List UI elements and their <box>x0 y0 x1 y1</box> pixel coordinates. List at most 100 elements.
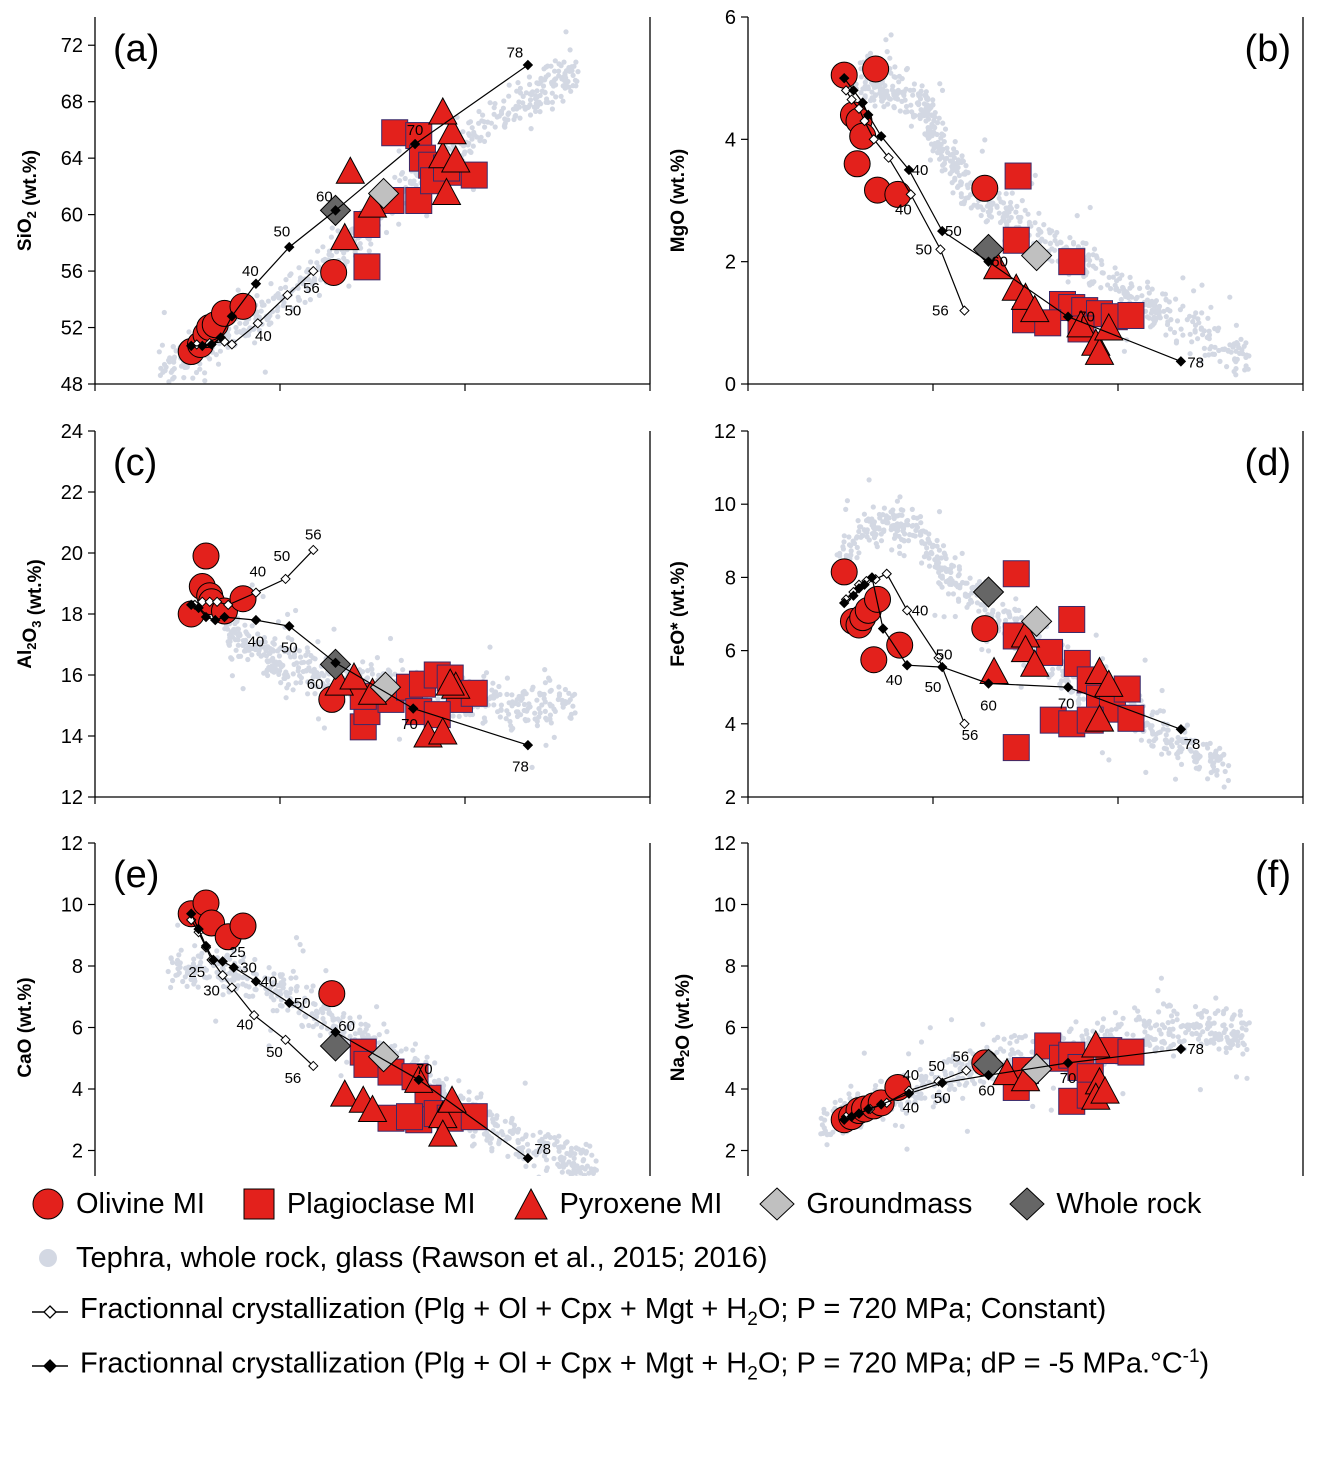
fc-step-label: 50 <box>928 1058 945 1075</box>
fc-dp-point <box>330 657 341 669</box>
tephra-point <box>235 983 241 989</box>
tephra-point <box>242 965 248 971</box>
tephra-point <box>334 249 340 255</box>
y-tick-label: 8 <box>725 567 736 589</box>
fc-step-label: 70 <box>401 716 418 733</box>
tephra-point <box>976 608 982 614</box>
tephra-point <box>556 693 563 699</box>
tephra-point <box>560 74 566 80</box>
tephra-point <box>1217 756 1223 762</box>
tephra-point <box>1158 1031 1164 1037</box>
tephra-point <box>321 725 327 731</box>
tephra-point <box>456 713 462 720</box>
tephra-point <box>556 684 562 690</box>
tephra-point <box>547 701 553 707</box>
fc-dp-point <box>522 739 534 751</box>
pyroxene-point <box>979 656 1009 685</box>
y-tick-label: 20 <box>61 543 83 565</box>
tephra-point <box>450 713 456 719</box>
tephra-point <box>1138 737 1144 743</box>
tephra-point <box>937 581 943 587</box>
tephra-point <box>1160 1001 1167 1007</box>
fc-dp-point <box>330 205 341 216</box>
tephra-point <box>563 29 569 35</box>
tephra-point <box>510 725 516 732</box>
tephra-point <box>946 1086 952 1093</box>
tephra-point <box>894 89 900 95</box>
tephra-point <box>819 1122 826 1128</box>
tephra-point <box>1000 214 1006 220</box>
tephra-point <box>1014 1038 1020 1044</box>
tephra-point <box>850 538 856 544</box>
tephra-point <box>936 115 942 121</box>
tephra-point <box>1116 1024 1122 1030</box>
tephra-point <box>856 550 862 556</box>
tephra-point <box>1165 306 1171 313</box>
tephra-point <box>543 715 549 721</box>
tephra-point <box>527 97 534 103</box>
tephra-point <box>191 981 197 987</box>
tephra-point <box>224 977 231 983</box>
fc-dp-point <box>848 85 859 96</box>
tephra-point <box>293 975 299 981</box>
tephra-point <box>374 655 380 661</box>
fc-dp-point <box>217 956 228 967</box>
tephra-point <box>877 90 883 96</box>
tephra-point <box>1071 241 1077 247</box>
tephra-point <box>958 159 965 165</box>
tephra-point <box>1200 332 1206 338</box>
tephra-point <box>1110 274 1116 280</box>
tephra-point <box>1220 761 1226 767</box>
tephra-point <box>266 1043 272 1049</box>
tephra-point <box>296 648 302 654</box>
tephra-point <box>901 553 907 559</box>
fc-step-label: 56 <box>932 303 949 320</box>
tephra-point <box>1221 1029 1227 1036</box>
tephra-point <box>1124 290 1130 297</box>
tephra-point <box>880 1116 886 1122</box>
tephra-point <box>514 88 520 94</box>
tephra-point <box>924 545 930 551</box>
tephra-point <box>1000 601 1006 607</box>
tephra-point <box>952 175 958 181</box>
tephra-point <box>403 1046 409 1052</box>
tephra-point <box>1127 274 1133 280</box>
tephra-point <box>938 135 944 141</box>
tephra-point <box>235 287 241 293</box>
tephra-point <box>316 674 322 680</box>
fc-step-label: 50 <box>274 224 291 241</box>
fc-dp-point <box>250 278 262 289</box>
tephra-point <box>1019 614 1025 621</box>
tephra-point <box>1086 1035 1092 1042</box>
tephra-point <box>918 520 924 526</box>
tephra-point <box>1208 754 1214 760</box>
tephra-point <box>545 72 552 78</box>
fc-step-label: 56 <box>962 727 979 744</box>
tephra-point <box>1099 750 1105 756</box>
tephra-point <box>1129 294 1135 300</box>
tephra-point <box>197 962 203 969</box>
pyroxene-point <box>1080 1029 1111 1058</box>
tephra-point <box>502 116 508 122</box>
tephra-point <box>281 977 287 983</box>
tephra-point <box>387 635 394 642</box>
tephra-point <box>1006 609 1012 615</box>
tephra-point <box>945 591 952 597</box>
pyroxene-point <box>329 222 360 251</box>
tephra-point <box>542 1140 548 1146</box>
tephra-point <box>1205 776 1211 782</box>
tephra-point <box>170 977 176 984</box>
tephra-point <box>923 529 929 535</box>
tephra-point <box>537 1138 543 1144</box>
tephra-point <box>368 241 374 247</box>
tephra-point <box>1159 1022 1165 1028</box>
tephra-point <box>1214 767 1220 774</box>
y-tick-label: 4 <box>725 129 736 151</box>
tephra-point <box>537 710 543 716</box>
tephra-point <box>233 324 239 331</box>
tephra-point <box>364 675 371 681</box>
tephra-point <box>483 670 490 676</box>
tephra-point <box>589 1152 595 1158</box>
tephra-point <box>866 477 872 483</box>
